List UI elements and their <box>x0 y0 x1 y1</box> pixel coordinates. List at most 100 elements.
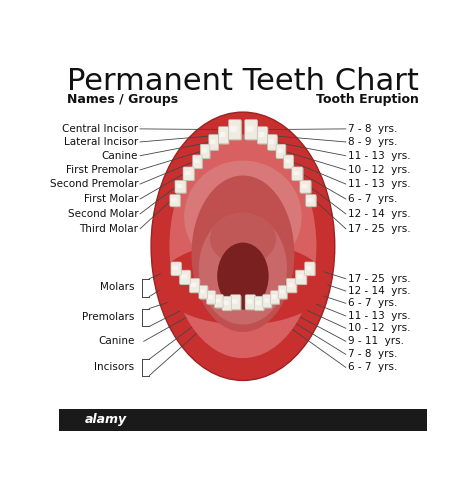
FancyBboxPatch shape <box>255 296 264 310</box>
Text: Names / Groups: Names / Groups <box>66 93 178 106</box>
FancyBboxPatch shape <box>215 295 224 308</box>
FancyBboxPatch shape <box>171 262 181 275</box>
FancyBboxPatch shape <box>230 295 241 310</box>
FancyBboxPatch shape <box>223 301 228 305</box>
Ellipse shape <box>169 135 317 358</box>
FancyBboxPatch shape <box>288 283 293 287</box>
FancyBboxPatch shape <box>190 279 201 293</box>
FancyBboxPatch shape <box>286 278 297 292</box>
Text: 8 - 9  yrs.: 8 - 9 yrs. <box>347 137 397 147</box>
FancyBboxPatch shape <box>180 271 191 285</box>
Text: 11 - 13  yrs.: 11 - 13 yrs. <box>347 311 410 321</box>
FancyBboxPatch shape <box>271 291 280 305</box>
FancyBboxPatch shape <box>246 121 258 140</box>
Text: 6 - 7  yrs.: 6 - 7 yrs. <box>347 298 397 308</box>
FancyBboxPatch shape <box>280 289 284 294</box>
FancyBboxPatch shape <box>173 266 178 270</box>
Text: Canine: Canine <box>98 336 135 347</box>
FancyBboxPatch shape <box>277 145 286 159</box>
Text: First Molar: First Molar <box>84 194 138 204</box>
FancyBboxPatch shape <box>246 126 253 132</box>
FancyBboxPatch shape <box>184 171 191 175</box>
FancyBboxPatch shape <box>269 139 274 144</box>
Text: Second Premolar: Second Premolar <box>50 179 138 189</box>
FancyBboxPatch shape <box>284 155 293 168</box>
FancyBboxPatch shape <box>267 135 277 150</box>
FancyBboxPatch shape <box>307 195 317 207</box>
FancyBboxPatch shape <box>296 271 307 285</box>
Text: Canine: Canine <box>102 151 138 161</box>
FancyBboxPatch shape <box>305 262 315 275</box>
FancyBboxPatch shape <box>284 156 294 169</box>
FancyBboxPatch shape <box>255 297 264 311</box>
Text: Tooth Eruption: Tooth Eruption <box>316 93 419 106</box>
FancyBboxPatch shape <box>220 132 225 137</box>
FancyBboxPatch shape <box>297 274 303 279</box>
FancyBboxPatch shape <box>306 195 316 206</box>
FancyBboxPatch shape <box>191 283 196 287</box>
FancyBboxPatch shape <box>199 286 208 299</box>
FancyBboxPatch shape <box>210 135 219 151</box>
FancyBboxPatch shape <box>301 184 307 188</box>
FancyBboxPatch shape <box>223 297 232 311</box>
FancyBboxPatch shape <box>200 286 209 300</box>
FancyBboxPatch shape <box>259 132 264 137</box>
FancyBboxPatch shape <box>171 195 181 207</box>
FancyBboxPatch shape <box>231 295 241 310</box>
FancyBboxPatch shape <box>193 156 203 169</box>
FancyBboxPatch shape <box>271 290 279 304</box>
FancyBboxPatch shape <box>219 127 228 144</box>
Text: Lateral Incisor: Lateral Incisor <box>64 137 138 147</box>
FancyBboxPatch shape <box>256 301 261 305</box>
FancyBboxPatch shape <box>300 181 311 193</box>
FancyBboxPatch shape <box>230 126 237 132</box>
FancyBboxPatch shape <box>245 295 255 310</box>
FancyBboxPatch shape <box>276 144 285 158</box>
FancyBboxPatch shape <box>201 145 210 159</box>
FancyBboxPatch shape <box>175 181 186 193</box>
FancyBboxPatch shape <box>246 295 256 310</box>
FancyBboxPatch shape <box>201 144 210 158</box>
FancyBboxPatch shape <box>264 295 272 308</box>
Text: 12 - 14  yrs.: 12 - 14 yrs. <box>347 209 410 219</box>
FancyBboxPatch shape <box>277 149 283 153</box>
FancyBboxPatch shape <box>192 155 202 168</box>
FancyBboxPatch shape <box>263 294 272 308</box>
FancyBboxPatch shape <box>245 120 257 140</box>
FancyBboxPatch shape <box>179 270 191 284</box>
FancyBboxPatch shape <box>172 263 182 276</box>
FancyBboxPatch shape <box>268 135 278 151</box>
Text: 17 - 25  yrs.: 17 - 25 yrs. <box>347 274 410 284</box>
Text: First Premolar: First Premolar <box>66 165 138 175</box>
FancyBboxPatch shape <box>285 159 290 163</box>
FancyBboxPatch shape <box>257 127 267 144</box>
Text: 11 - 13  yrs.: 11 - 13 yrs. <box>347 151 410 161</box>
FancyBboxPatch shape <box>184 167 195 181</box>
Text: Permanent Teeth Chart: Permanent Teeth Chart <box>67 67 419 96</box>
FancyBboxPatch shape <box>295 270 307 284</box>
Text: 7 - 8  yrs.: 7 - 8 yrs. <box>347 349 397 359</box>
FancyBboxPatch shape <box>189 278 200 292</box>
FancyBboxPatch shape <box>264 299 269 302</box>
FancyBboxPatch shape <box>202 149 207 153</box>
Text: 7 - 8  yrs.: 7 - 8 yrs. <box>347 124 397 134</box>
FancyBboxPatch shape <box>171 198 177 202</box>
FancyBboxPatch shape <box>258 127 268 145</box>
Text: 11 - 13  yrs.: 11 - 13 yrs. <box>347 179 410 189</box>
FancyBboxPatch shape <box>228 120 241 140</box>
Ellipse shape <box>191 176 294 332</box>
Text: 10 - 12  yrs.: 10 - 12 yrs. <box>347 323 410 333</box>
Ellipse shape <box>217 242 269 310</box>
Text: 17 - 25  yrs.: 17 - 25 yrs. <box>347 224 410 234</box>
Ellipse shape <box>184 161 301 272</box>
Text: Molars: Molars <box>100 282 135 292</box>
Text: Premolars: Premolars <box>82 312 135 322</box>
Text: 12 - 14  yrs.: 12 - 14 yrs. <box>347 286 410 296</box>
Text: Incisors: Incisors <box>94 363 135 372</box>
Text: 6 - 7  yrs.: 6 - 7 yrs. <box>347 363 397 372</box>
Text: 6 - 7  yrs.: 6 - 7 yrs. <box>347 194 397 204</box>
FancyBboxPatch shape <box>207 291 216 305</box>
FancyBboxPatch shape <box>279 286 288 300</box>
FancyBboxPatch shape <box>208 295 213 299</box>
Text: alamy: alamy <box>85 413 127 426</box>
